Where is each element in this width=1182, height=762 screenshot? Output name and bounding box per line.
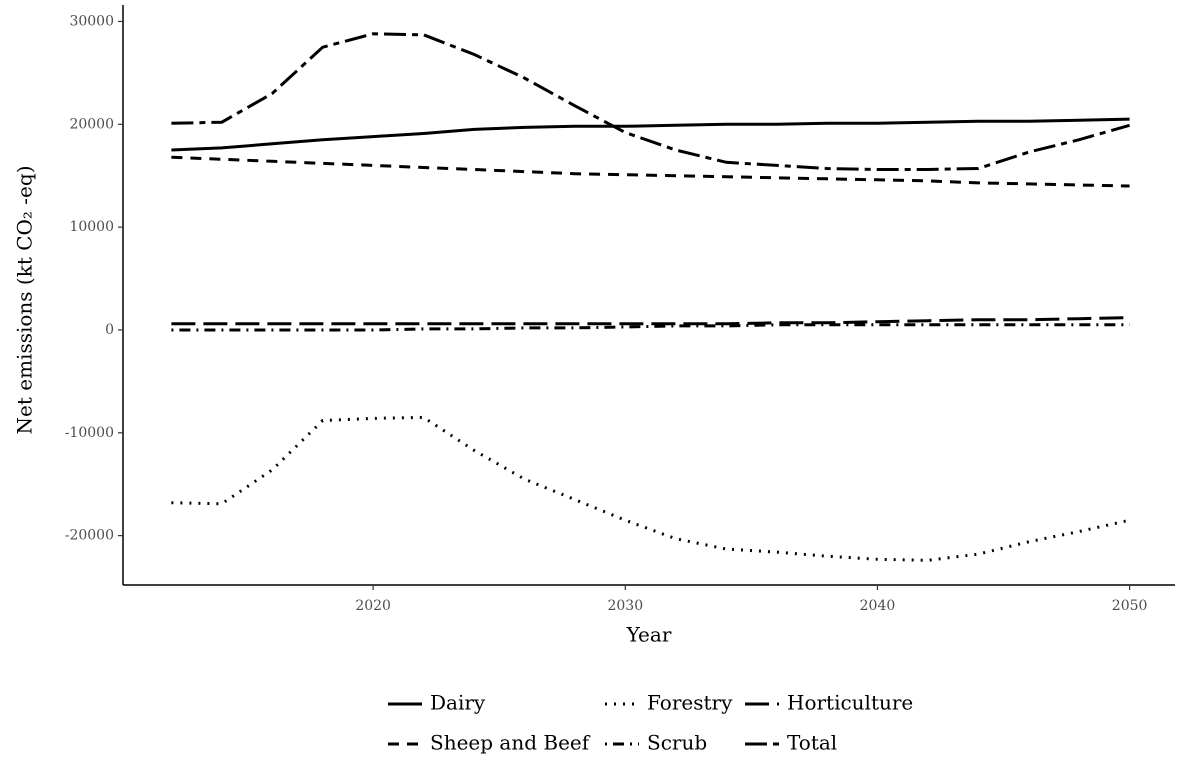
series-line	[171, 32, 1131, 171]
legend-label: Total	[787, 731, 837, 755]
series-line	[171, 155, 1130, 188]
legend-label: Forestry	[647, 691, 733, 715]
x-tick-label: 2030	[607, 598, 643, 614]
legend-label: Dairy	[430, 691, 486, 715]
series-line	[171, 316, 1130, 326]
series-line	[171, 117, 1130, 152]
y-tick-label: 30000	[69, 13, 114, 29]
series-line	[171, 415, 1130, 562]
y-axis-title: Net emissions (kt CO₂ -eq)	[13, 166, 37, 435]
x-tick-label: 2040	[860, 598, 896, 614]
y-tick-label: 10000	[69, 219, 114, 235]
x-axis-title: Year	[626, 623, 672, 647]
x-tick-label: 2050	[1112, 598, 1148, 614]
y-tick-label: 0	[105, 322, 114, 338]
x-tick-label: 2020	[355, 598, 391, 614]
y-tick-label: -10000	[65, 425, 114, 441]
series-line	[171, 323, 1130, 332]
legend-label: Sheep and Beef	[430, 731, 591, 755]
y-tick-label: -20000	[65, 528, 114, 544]
legend-label: Scrub	[647, 731, 707, 755]
y-tick-label: 20000	[69, 116, 114, 132]
legend-label: Horticulture	[787, 691, 913, 715]
